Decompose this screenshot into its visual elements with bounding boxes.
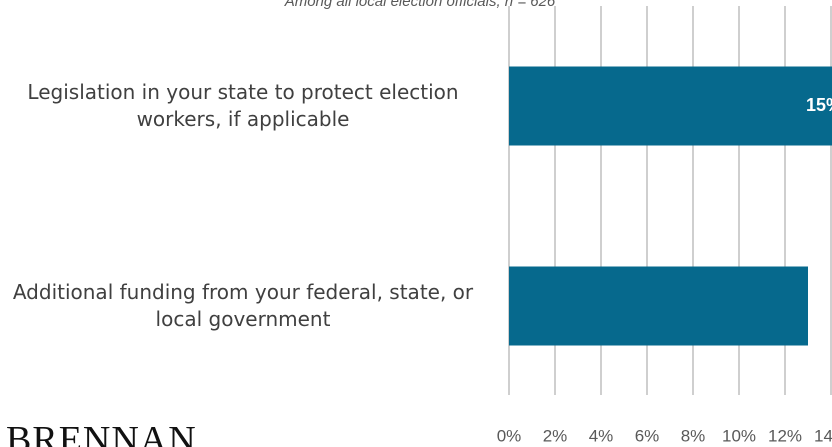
y-tick-label: Additional funding from your federal, st… [12, 280, 474, 331]
x-tick-label: 10% [722, 426, 756, 445]
x-tick-label: 0% [497, 426, 522, 445]
y-tick-label: Legislation in your state to protect ele… [27, 80, 459, 131]
x-tick-label: 6% [635, 426, 660, 445]
bar [509, 66, 832, 146]
value-label: 15% [806, 95, 832, 115]
x-tick-label: 8% [681, 426, 706, 445]
x-tick-label: 12% [768, 426, 802, 445]
x-tick-label: 4% [589, 426, 614, 445]
x-tick-label: 14% [814, 426, 832, 445]
bar [509, 266, 808, 346]
chart-subtitle: Among all local election officials, n = … [284, 0, 556, 10]
logo: BRENNAN [6, 419, 197, 447]
x-tick-label: 2% [543, 426, 568, 445]
